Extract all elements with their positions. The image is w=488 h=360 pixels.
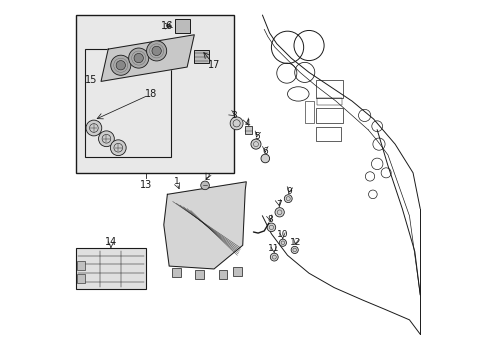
Bar [85, 49, 171, 157]
Text: 8: 8 [267, 215, 273, 224]
Circle shape [270, 253, 278, 261]
Text: 18: 18 [145, 89, 157, 99]
Bar [304, 101, 313, 123]
Circle shape [250, 139, 261, 149]
Bar [76, 248, 145, 289]
Text: 16: 16 [161, 21, 173, 31]
Polygon shape [163, 182, 246, 269]
Bar [316, 127, 341, 140]
Text: 9: 9 [285, 187, 291, 196]
Circle shape [284, 195, 292, 203]
Bar [174, 19, 189, 33]
Text: 12: 12 [289, 238, 301, 247]
Text: 13: 13 [140, 180, 152, 190]
Text: 14: 14 [105, 237, 117, 247]
Circle shape [116, 60, 125, 70]
Circle shape [261, 154, 269, 163]
Text: 10: 10 [276, 230, 287, 239]
Circle shape [99, 131, 114, 147]
Circle shape [86, 120, 102, 136]
Bar [316, 108, 343, 123]
Circle shape [134, 53, 143, 63]
Text: 2: 2 [203, 173, 209, 182]
Text: 5: 5 [253, 132, 259, 141]
Bar [244, 126, 251, 134]
Bar [233, 267, 241, 276]
Bar [194, 50, 208, 63]
Bar [172, 268, 180, 277]
Bar [317, 98, 342, 105]
Text: 4: 4 [244, 119, 250, 128]
Circle shape [110, 140, 126, 156]
Bar [195, 270, 203, 279]
Circle shape [152, 46, 161, 55]
Text: 17: 17 [208, 60, 220, 70]
Bar [77, 261, 84, 270]
Circle shape [266, 223, 275, 231]
Circle shape [128, 48, 148, 68]
Bar [76, 15, 233, 173]
Bar [77, 274, 84, 283]
Circle shape [146, 41, 166, 61]
Circle shape [274, 208, 284, 217]
Text: 11: 11 [267, 244, 279, 253]
Text: 6: 6 [262, 147, 267, 156]
Polygon shape [101, 35, 194, 81]
Circle shape [110, 55, 131, 75]
Text: 7: 7 [276, 200, 281, 209]
Circle shape [230, 117, 243, 130]
Text: 3: 3 [231, 111, 237, 120]
Circle shape [201, 181, 209, 190]
Text: 1: 1 [173, 177, 179, 186]
Text: 15: 15 [84, 75, 97, 85]
Circle shape [279, 239, 286, 246]
Bar [218, 270, 227, 279]
Circle shape [290, 246, 298, 253]
Bar [316, 80, 343, 98]
